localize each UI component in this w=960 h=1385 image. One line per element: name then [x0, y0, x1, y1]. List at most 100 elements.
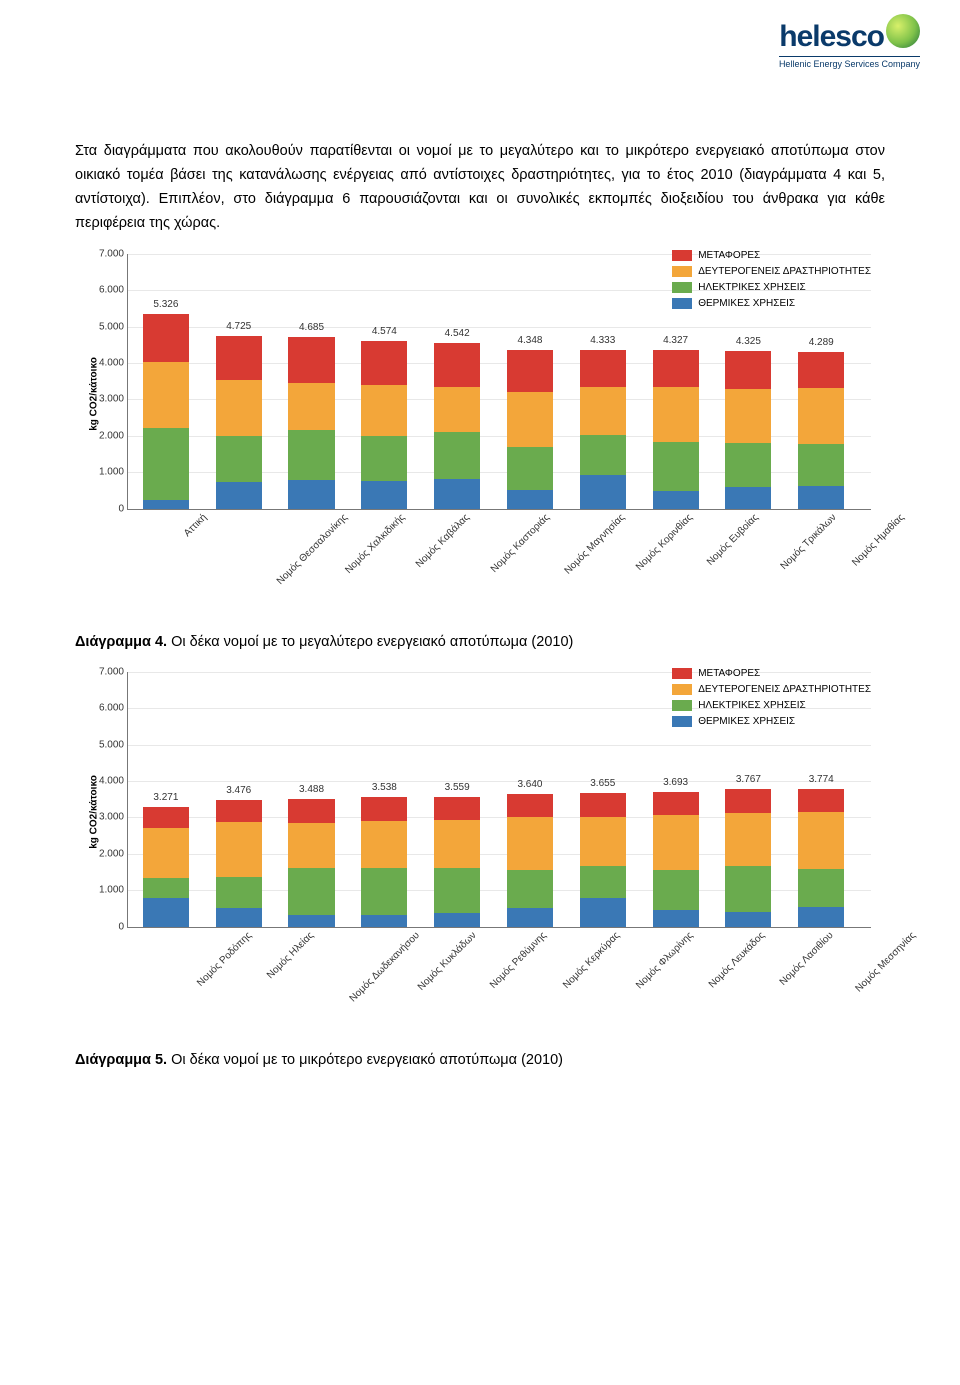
legend-label: ΜΕΤΑΦΟΡΕΣ	[698, 248, 760, 263]
legend-swatch-icon	[672, 700, 692, 711]
bar: 4.289	[798, 352, 844, 509]
bar-segment-transport	[434, 797, 480, 821]
bar-segment-thermal	[361, 915, 407, 926]
caption-text: Οι δέκα νομοί με το μεγαλύτερο ενεργειακ…	[167, 634, 573, 650]
bar-segment-electric	[361, 436, 407, 482]
bar-segment-secondary	[288, 823, 334, 868]
y-tick: 0	[86, 921, 124, 932]
bar-segment-electric	[580, 435, 626, 475]
bar: 5.326	[143, 314, 189, 509]
y-tick: 0	[86, 503, 124, 514]
legend-swatch-icon	[672, 282, 692, 293]
bar-segment-thermal	[725, 487, 771, 509]
bar-segment-electric	[725, 866, 771, 913]
legend-item: ΔΕΥΤΕΡΟΓΕΝΕΙΣ ΔΡΑΣΤΗΡΙΟΤΗΤΕΣ	[672, 682, 871, 697]
x-tick: Αττική	[182, 512, 209, 539]
bar-segment-electric	[216, 877, 262, 907]
bar-segment-transport	[798, 352, 844, 389]
y-tick: 2.000	[86, 430, 124, 441]
bar: 3.488	[288, 799, 334, 927]
bar-value-label: 4.333	[580, 335, 626, 346]
bar-segment-thermal	[507, 490, 553, 509]
bar-value-label: 3.476	[216, 785, 262, 796]
x-tick: Νομός Λασιθίου	[778, 930, 836, 988]
legend: ΜΕΤΑΦΟΡΕΣΔΕΥΤΕΡΟΓΕΝΕΙΣ ΔΡΑΣΤΗΡΙΟΤΗΤΕΣΗΛΕ…	[672, 248, 871, 312]
bar-segment-thermal	[216, 482, 262, 508]
bar-segment-thermal	[288, 480, 334, 509]
bar-segment-transport	[216, 800, 262, 822]
y-tick: 2.000	[86, 848, 124, 859]
bar-segment-secondary	[580, 817, 626, 866]
legend-swatch-icon	[672, 250, 692, 261]
bar-segment-transport	[288, 799, 334, 823]
bar-value-label: 4.327	[653, 335, 699, 346]
intro-paragraph: Στα διαγράμματα που ακολουθούν παρατίθεν…	[75, 140, 885, 236]
legend-item: ΜΕΤΑΦΟΡΕΣ	[672, 248, 871, 263]
legend-swatch-icon	[672, 298, 692, 309]
legend: ΜΕΤΑΦΟΡΕΣΔΕΥΤΕΡΟΓΕΝΕΙΣ ΔΡΑΣΤΗΡΙΟΤΗΤΕΣΗΛΕ…	[672, 666, 871, 730]
bar-value-label: 4.542	[434, 328, 480, 339]
bar-segment-secondary	[725, 813, 771, 866]
bar-segment-transport	[361, 341, 407, 385]
x-tick: Νομός Ευβοίας	[704, 512, 760, 568]
bar-segment-electric	[288, 430, 334, 480]
bar-segment-thermal	[580, 898, 626, 927]
bar-value-label: 4.574	[361, 326, 407, 337]
bar-segment-secondary	[653, 815, 699, 870]
x-tick: Νομός Ηλείας	[265, 930, 316, 981]
chart-5: kg CO2/κάτοικο 01.0002.0003.0004.0005.00…	[75, 672, 885, 1068]
legend-label: ΘΕΡΜΙΚΕΣ ΧΡΗΣΕΙΣ	[698, 714, 795, 729]
page-content: Στα διαγράμματα που ακολουθούν παρατίθεν…	[75, 140, 885, 1068]
x-tick: Νομός Μαγνησίας	[562, 512, 627, 577]
caption-prefix: Διάγραμμα 4.	[75, 634, 167, 650]
bar: 3.271	[143, 807, 189, 927]
legend-label: ΗΛΕΚΤΡΙΚΕΣ ΧΡΗΣΕΙΣ	[698, 280, 805, 295]
x-tick: Νομός Φλωρίνης	[634, 930, 695, 991]
bar-segment-secondary	[434, 820, 480, 868]
bar-segment-secondary	[798, 812, 844, 869]
bar-segment-thermal	[507, 908, 553, 926]
bar-segment-thermal	[580, 475, 626, 509]
bar: 3.476	[216, 800, 262, 927]
bar-segment-secondary	[288, 383, 334, 430]
bar-value-label: 3.538	[361, 782, 407, 793]
bar-value-label: 4.725	[216, 321, 262, 332]
x-tick: Νομός Κερκύρας	[561, 930, 622, 991]
x-tick: Νομός Κυκλάδων	[416, 930, 479, 993]
y-tick: 6.000	[86, 285, 124, 296]
legend-label: ΘΕΡΜΙΚΕΣ ΧΡΗΣΕΙΣ	[698, 296, 795, 311]
bar: 4.725	[216, 336, 262, 509]
bar: 3.640	[507, 794, 553, 927]
bar-segment-electric	[434, 868, 480, 913]
bar: 3.767	[725, 789, 771, 927]
bar-segment-thermal	[653, 491, 699, 509]
y-tick: 5.000	[86, 739, 124, 750]
bar-segment-transport	[725, 789, 771, 813]
legend-item: ΘΕΡΜΙΚΕΣ ΧΡΗΣΕΙΣ	[672, 714, 871, 729]
x-tick: Νομός Καβάλας	[414, 512, 472, 570]
y-tick: 4.000	[86, 357, 124, 368]
bar: 4.333	[580, 350, 626, 508]
x-tick: Νομός Ημαθίας	[851, 512, 907, 568]
bar-segment-secondary	[653, 387, 699, 442]
logo-text: helesco	[779, 20, 884, 54]
legend-swatch-icon	[672, 684, 692, 695]
legend-swatch-icon	[672, 716, 692, 727]
bar-segment-transport	[434, 343, 480, 387]
legend-label: ΔΕΥΤΕΡΟΓΕΝΕΙΣ ΔΡΑΣΤΗΡΙΟΤΗΤΕΣ	[698, 264, 871, 279]
chart-4-caption: Διάγραμμα 4. Οι δέκα νομοί με το μεγαλύτ…	[75, 634, 885, 650]
bar-segment-thermal	[725, 912, 771, 926]
bar-segment-transport	[288, 337, 334, 383]
bar-segment-transport	[143, 807, 189, 828]
bar-segment-electric	[798, 444, 844, 486]
bar-segment-electric	[434, 432, 480, 479]
bar-segment-electric	[798, 869, 844, 906]
bar-segment-electric	[361, 868, 407, 916]
x-tick: Νομός Κορινθίας	[634, 512, 695, 573]
bar-segment-secondary	[725, 389, 771, 443]
y-tick: 1.000	[86, 467, 124, 478]
bar: 4.542	[434, 343, 480, 509]
bar-segment-secondary	[434, 387, 480, 432]
bar-segment-secondary	[216, 380, 262, 436]
bar-segment-electric	[288, 868, 334, 914]
